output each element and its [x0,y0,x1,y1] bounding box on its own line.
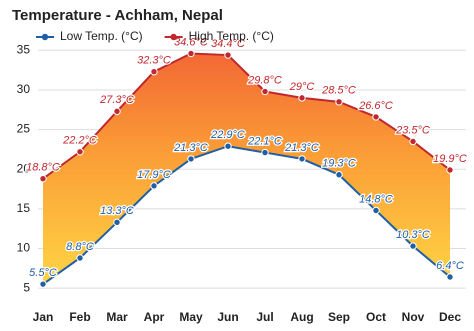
data-point [187,49,195,58]
series-line [42,145,451,285]
data-point [113,107,121,116]
legend-label: Low Temp. (°C) [60,29,143,43]
data-point [335,171,343,179]
x-tick-label: Nov [402,310,425,324]
y-tick-label: 35 [17,42,31,56]
x-tick-label: Oct [366,310,386,324]
legend-marker [41,33,49,41]
data-point [372,206,380,215]
value-label: 34.4°C [211,38,245,50]
legend-marker [170,33,177,41]
value-label: 22.1°C [247,135,282,147]
value-label: 21.3°C [284,142,319,154]
data-point [372,113,380,121]
data-point [76,148,84,156]
value-label: 28.5°C [321,85,356,97]
x-tick-label: Apr [144,310,165,324]
y-tick-label: 25 [17,122,31,136]
value-label: 34.6°C [174,36,208,48]
y-tick-label: 15 [17,201,31,215]
value-label: 13.3°C [100,205,134,217]
data-point [150,182,158,190]
chart-title: Temperature - Achham, Nepal [12,7,223,24]
value-label: 29.8°C [247,74,282,86]
data-point [261,87,269,96]
data-point [261,148,269,157]
value-label: 19.9°C [433,153,467,165]
value-label: 19.3°C [322,158,356,170]
data-point [446,273,454,281]
y-tick-label: 10 [17,241,31,255]
y-tick-label: 30 [17,82,31,96]
value-label: 29°C [289,81,315,93]
value-label: 26.6°C [358,100,393,112]
x-tick-label: Mar [106,310,128,324]
value-label: 10.3°C [396,229,430,241]
value-label: 8.8°C [66,241,94,253]
value-label: 5.5°C [29,267,57,279]
data-point [298,94,306,102]
value-label: 27.3°C [99,94,134,106]
x-tick-label: Jun [217,310,238,324]
x-tick-label: Jul [256,310,273,324]
data-point [150,68,158,76]
x-tick-label: Jan [33,310,54,324]
value-label: 22.9°C [210,129,245,141]
x-tick-label: Dec [439,310,461,324]
data-point [39,175,47,183]
data-point [446,166,454,174]
data-point [298,155,306,163]
data-point [224,142,232,150]
value-label: 17.9°C [137,169,171,181]
legend-label: High Temp. (°C) [189,29,274,43]
value-label: 18.8°C [26,162,60,174]
data-point [224,51,232,59]
x-tick-label: May [179,310,203,324]
value-label: 14.8°C [359,193,393,205]
data-point [76,254,84,262]
data-point [187,155,195,163]
data-point [113,218,121,227]
data-point [39,280,47,288]
value-label: 23.5°C [395,124,430,136]
value-label: 21.3°C [173,142,208,154]
series-line [42,52,451,180]
value-label: 32.3°C [137,55,171,67]
x-tick-label: Aug [290,310,313,324]
x-tick-label: Sep [328,310,350,324]
range-fill [43,53,450,285]
data-point [409,137,417,146]
y-tick-label: 5 [23,280,30,294]
data-point [335,98,343,106]
value-label: 6.4°C [436,260,464,272]
y-tick-label: 20 [17,161,31,175]
data-point [409,242,417,250]
x-tick-label: Feb [69,310,90,324]
value-label: 22.2°C [62,135,97,147]
